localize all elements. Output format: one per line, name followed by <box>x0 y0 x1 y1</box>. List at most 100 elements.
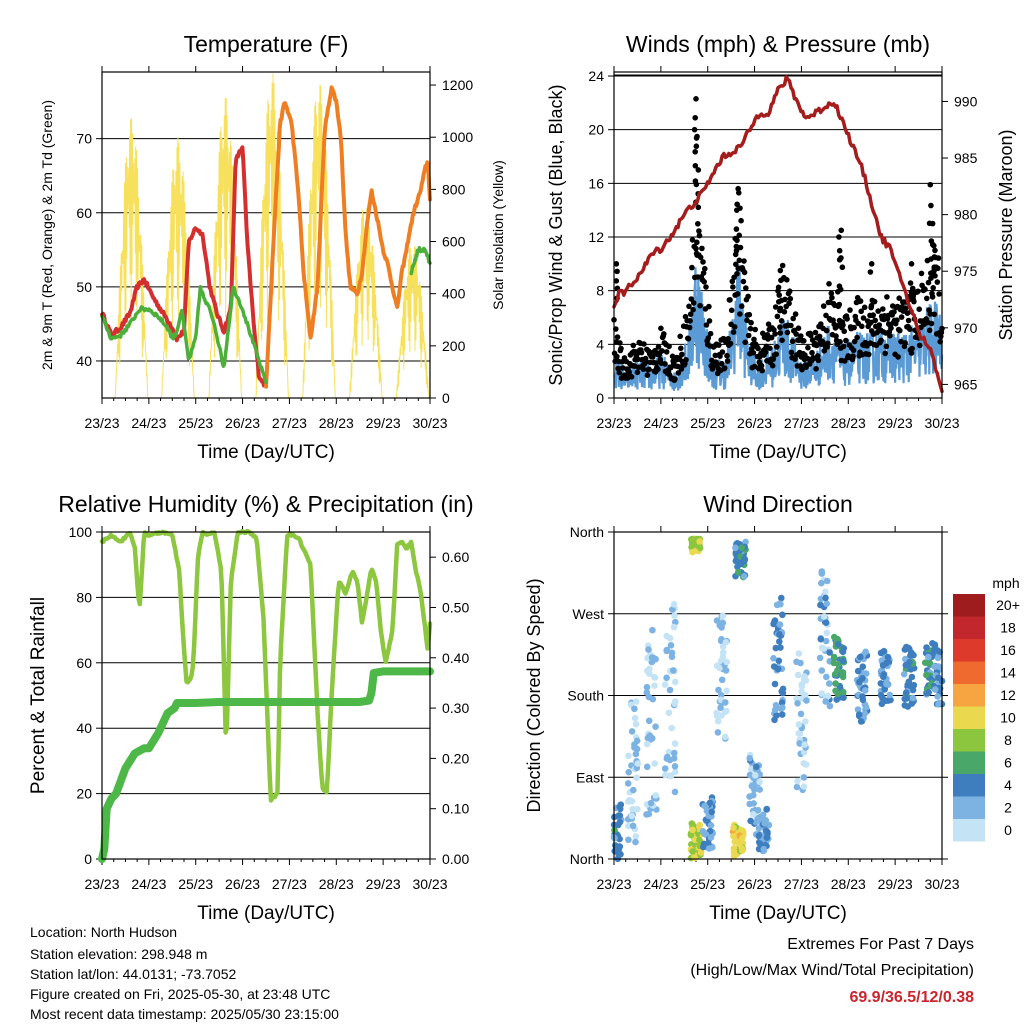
y-tick-label: 12 <box>588 229 604 245</box>
gust-point <box>686 303 692 310</box>
direction-point <box>732 544 739 552</box>
gust-point <box>929 294 936 300</box>
direction-point <box>903 643 910 651</box>
gust-point <box>693 181 700 188</box>
direction-point <box>800 783 808 790</box>
gust-point <box>661 331 667 337</box>
direction-point <box>796 740 803 747</box>
direction-point <box>817 601 824 609</box>
direction-point <box>779 704 786 711</box>
gust-point <box>821 348 828 354</box>
direction-point <box>778 594 785 602</box>
gust-point <box>703 322 710 328</box>
direction-point <box>671 788 679 796</box>
direction-point <box>747 817 754 825</box>
y-tick-label-right: 0.50 <box>442 599 469 615</box>
gust-point <box>927 311 934 317</box>
gust-point <box>751 336 757 343</box>
gust-point <box>693 135 700 141</box>
direction-point <box>775 657 783 665</box>
gust-point <box>638 349 645 356</box>
direction-point <box>755 845 763 853</box>
direction-point <box>835 660 842 668</box>
colorbar-label: 16 <box>1000 642 1016 658</box>
gust-point <box>860 315 867 321</box>
y-axis-label: Direction (Colored By Speed) <box>524 578 544 812</box>
direction-point <box>634 760 642 767</box>
direction-point <box>798 681 806 688</box>
direction-point <box>834 641 842 648</box>
gust-point <box>614 353 620 360</box>
gust-point <box>871 298 878 305</box>
direction-point <box>688 539 696 546</box>
gust-peak-point <box>735 185 741 192</box>
gust-point <box>795 325 802 332</box>
gust-point <box>930 285 936 291</box>
extremes-values: 69.9/36.5/12/0.38 <box>849 989 974 1006</box>
gust-peak-point <box>693 96 699 102</box>
gust-point <box>858 308 864 315</box>
direction-point <box>628 812 636 820</box>
direction-point <box>649 626 656 634</box>
gust-point <box>813 342 820 349</box>
gust-peak-point <box>695 167 702 173</box>
direction-point <box>771 680 779 688</box>
gust-point <box>836 256 843 263</box>
direction-point <box>732 557 740 565</box>
gust-point <box>799 366 805 373</box>
gust-point <box>758 363 765 369</box>
y-tick-label: 0 <box>84 851 92 867</box>
gust-point <box>936 291 942 297</box>
direction-point <box>645 717 653 725</box>
gust-point <box>781 309 788 315</box>
direction-point <box>740 573 748 580</box>
direction-point <box>822 637 830 645</box>
direction-point <box>707 822 715 829</box>
direction-point <box>936 699 943 707</box>
colorbar-swatch <box>953 729 985 752</box>
y-tick-label-right: 0.20 <box>442 750 469 766</box>
y-tick-label-right: 970 <box>954 320 978 336</box>
gust-point <box>896 295 902 302</box>
gust-point <box>685 336 692 342</box>
gust-peak-point <box>836 234 842 240</box>
direction-point <box>861 710 868 717</box>
direction-point <box>633 737 641 745</box>
direction-point <box>670 601 678 608</box>
gust-point <box>777 330 784 336</box>
relative-humidity-line <box>99 528 433 803</box>
gust-point <box>613 278 620 284</box>
gust-point <box>745 293 751 300</box>
y-tick-label-right: 0 <box>442 390 450 406</box>
direction-point <box>879 694 886 702</box>
y-tick-label: West <box>572 606 604 622</box>
direction-point <box>671 700 679 707</box>
gust-point <box>736 232 743 239</box>
direction-point <box>631 714 639 722</box>
direction-point <box>661 765 669 772</box>
gust-point <box>823 312 829 319</box>
gust-point <box>755 345 761 352</box>
gust-point <box>738 303 745 310</box>
gust-point <box>775 299 782 305</box>
direction-point <box>859 663 867 670</box>
gust-point <box>733 226 740 232</box>
gust-point <box>727 297 733 303</box>
gust-point <box>701 279 707 285</box>
plot-border <box>613 71 943 399</box>
colorbar-swatch <box>953 796 985 819</box>
footer-location: Location: North Hudson <box>30 924 178 940</box>
direction-point <box>720 649 727 656</box>
direction-point <box>822 698 829 705</box>
gust-point <box>703 284 709 290</box>
direction-point <box>763 805 771 813</box>
gust-point <box>833 333 839 339</box>
direction-point <box>831 670 839 678</box>
gust-point <box>748 319 754 326</box>
plot-border <box>613 531 943 860</box>
y-tick-label: 80 <box>76 589 92 605</box>
gust-point <box>816 333 823 340</box>
gust-point <box>678 345 684 352</box>
gust-point <box>658 325 664 332</box>
gust-point <box>810 355 817 362</box>
